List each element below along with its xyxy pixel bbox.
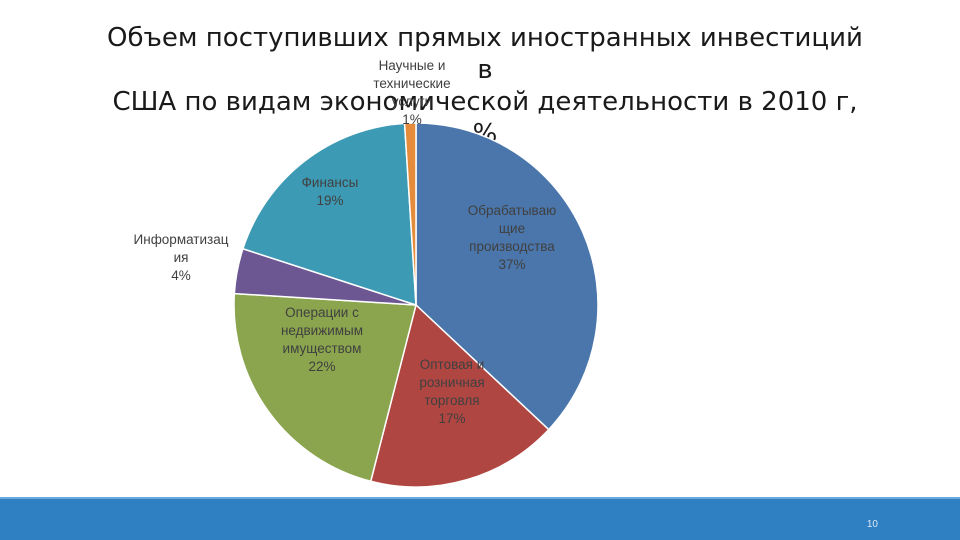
slide-title-line-2: США по видам экономической деятельности …	[112, 87, 858, 149]
pie-slice-label-line: 37%	[498, 257, 525, 272]
pie-slice-label-line: Финансы	[302, 175, 359, 190]
pie-slice-label-line: 17%	[438, 411, 465, 426]
pie-slice-label-line: 4%	[171, 268, 191, 283]
pie-slice-5	[241, 122, 417, 307]
footer-bar	[0, 499, 960, 540]
pie-slice-1	[415, 122, 599, 431]
pie-slice-3	[233, 292, 417, 483]
footer-stripe	[0, 497, 960, 499]
slide-title-line-1: Объем поступивших прямых иностранных инв…	[107, 23, 863, 85]
pie-slice-label-line: щие	[499, 221, 525, 236]
pie-slice-label-4: Информатизац ия 4%	[134, 232, 229, 283]
pie-slice-label-6: Научные и технические услуги 1%	[373, 58, 450, 127]
pie-slice-label-line: услуги	[392, 94, 432, 109]
pie-slice-label-line: 1%	[402, 112, 422, 127]
pie-slice-label-line: Научные и	[379, 58, 446, 73]
pie-slice-label-2: Оптовая и розничная торговля 17%	[419, 357, 484, 426]
pie-slice-label-line: розничная	[419, 375, 484, 390]
pie-slice-label-line: Оптовая и	[420, 357, 484, 372]
pie-slice-label-line: имуществом	[283, 341, 362, 356]
pie-slice-label-line: 22%	[308, 359, 335, 374]
pie-slice-label-line: ия	[174, 250, 189, 265]
pie-slice-2	[369, 303, 550, 488]
pie-slice-label-line: производства	[469, 239, 555, 254]
pie-slice-label-3: Операции с недвижимым имуществом 22%	[281, 305, 363, 374]
pie-slice-label-line: технические	[373, 76, 450, 91]
slide-title: Объем поступивших прямых иностранных инв…	[100, 22, 870, 150]
pie-slice-label-line: Обрабатываю	[468, 203, 556, 218]
pie-slice-label-line: Операции с	[285, 305, 359, 320]
pie-slice-label-1: Обрабатываю щие производства 37%	[468, 203, 556, 272]
pie-slice-label-line: недвижимым	[281, 323, 363, 338]
pie-slice-label-line: торговля	[424, 393, 479, 408]
pie-slice-label-line: Информатизац	[134, 232, 229, 247]
page-number: 10	[866, 519, 878, 530]
pie-slice-label-line: 19%	[316, 193, 343, 208]
pie-slice-label-5: Финансы 19%	[302, 175, 359, 208]
pie-slice-6	[403, 122, 417, 306]
